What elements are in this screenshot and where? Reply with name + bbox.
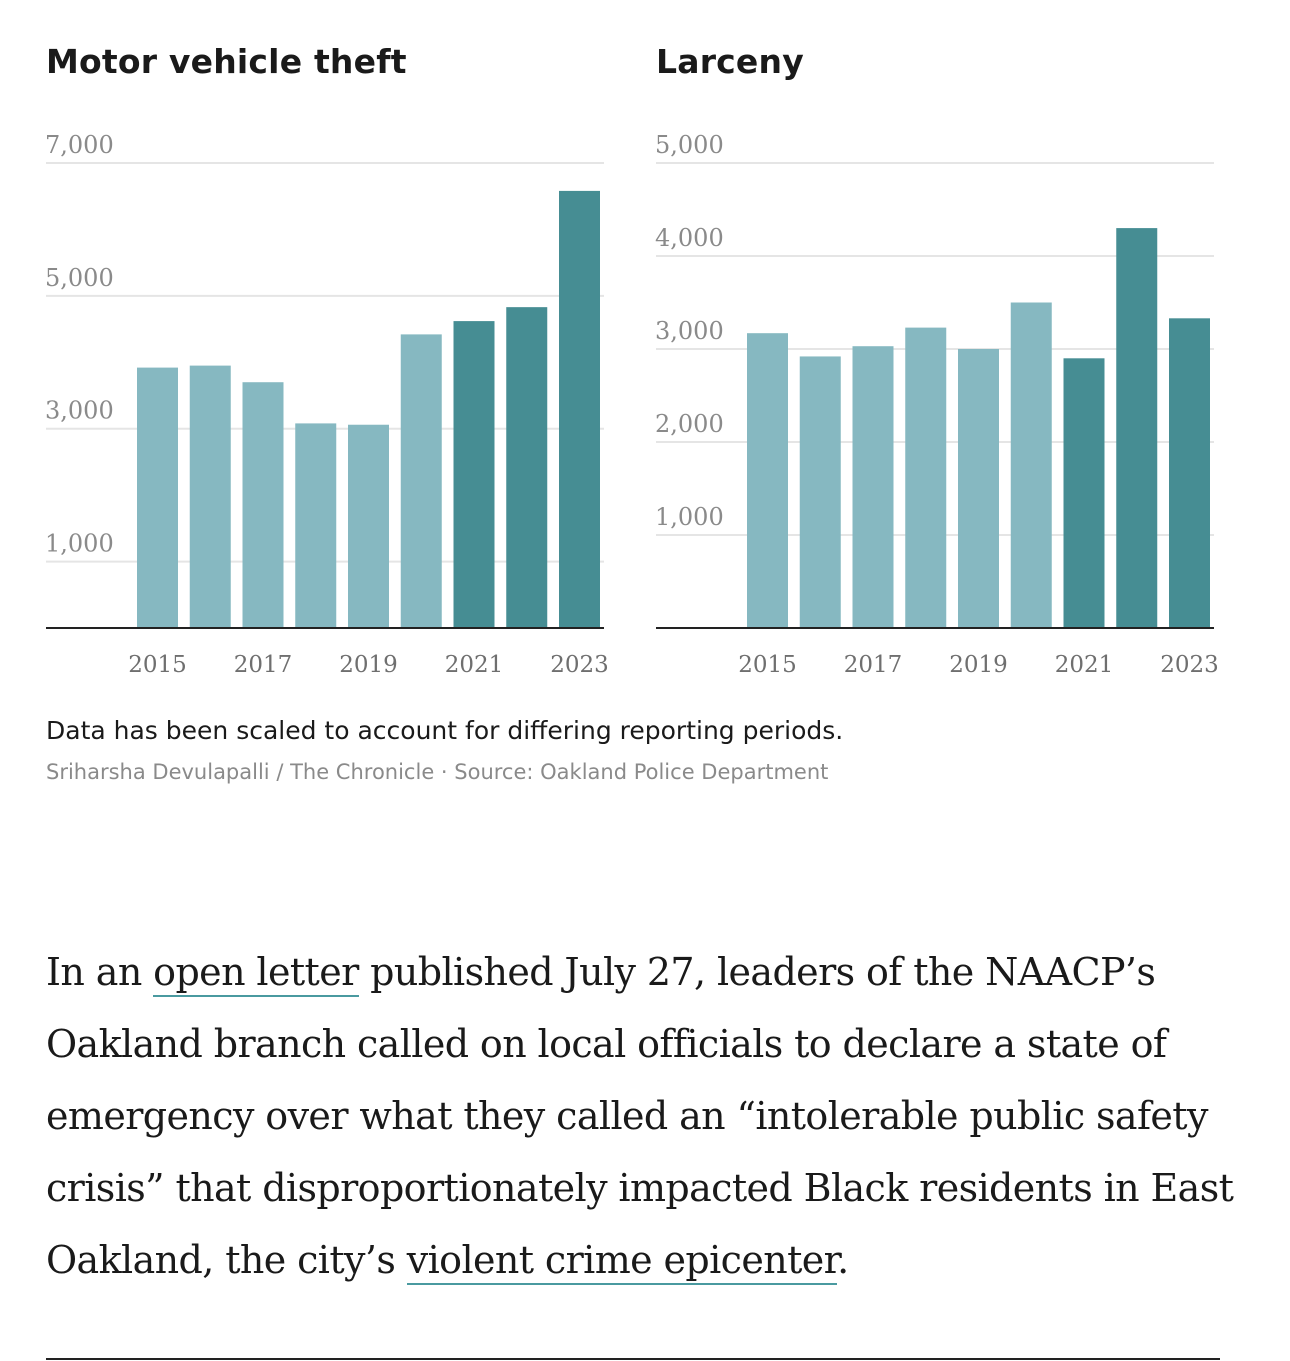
article-text: In an [46, 950, 154, 994]
x-tick-label: 2021 [1055, 652, 1114, 678]
bar-2017 [852, 346, 894, 628]
chart-note: Data has been scaled to account for diff… [46, 716, 844, 745]
x-tick-label: 2015 [738, 652, 797, 678]
motor-vehicle-theft-chart: Motor vehicle theft 1,000 3,000 5,000 7,000… [0, 0, 610, 700]
x-tick-label: 2019 [339, 652, 398, 678]
bar-2020 [1010, 302, 1052, 628]
y-tick-label: 4,000 [655, 224, 724, 252]
bar-2019 [348, 424, 389, 628]
y-tick-label: 1,000 [655, 503, 724, 531]
y-tick-label: 3,000 [45, 397, 114, 425]
x-tick-label: 2017 [844, 652, 903, 678]
x-tick-label: 2023 [550, 652, 609, 678]
violent-crime-epicenter-link[interactable]: violent crime epicenter [406, 1238, 838, 1285]
bar-2021 [453, 321, 495, 628]
y-tick-label: 5,000 [655, 131, 724, 159]
bar-2022 [506, 307, 548, 628]
bar-2015 [137, 367, 178, 628]
bar-2018 [295, 423, 337, 628]
y-tick-label: 3,000 [655, 317, 724, 345]
bar-2023 [559, 190, 600, 628]
y-tick-label: 1,000 [45, 530, 114, 558]
bar-2020 [400, 334, 442, 628]
bar-2019 [958, 349, 999, 628]
bar-2016 [799, 356, 841, 628]
y-tick-label: 2,000 [655, 410, 724, 438]
x-tick-label: 2017 [234, 652, 293, 678]
article-paragraph: In an open letter published July 27, lea… [46, 936, 1256, 1296]
bar-chart-svg: 1,000 3,000 5,000 7,000 2015 2017 2019 2021 2023 [45, 131, 609, 678]
chart-credit: Sriharsha Devulapalli / The Chronicle · … [46, 760, 829, 784]
chart-title: Larceny [656, 42, 804, 81]
x-tick-label: 2015 [128, 652, 187, 678]
bar-2021 [1063, 358, 1105, 628]
article-text: . [837, 1238, 849, 1282]
section-divider [46, 1358, 1220, 1360]
bar-2023 [1169, 318, 1210, 628]
chart-title: Motor vehicle theft [46, 42, 407, 81]
bar-2015 [747, 333, 788, 628]
open-letter-link[interactable]: open letter [153, 950, 359, 997]
x-tick-label: 2019 [949, 652, 1008, 678]
bar-2016 [189, 365, 231, 628]
y-tick-label: 5,000 [45, 264, 114, 292]
bar-2017 [242, 382, 284, 628]
x-tick-label: 2023 [1160, 652, 1219, 678]
y-tick-label: 7,000 [45, 131, 114, 159]
article-text: published July 27, leaders of the NAACP’… [46, 950, 1234, 1282]
x-tick-label: 2021 [445, 652, 504, 678]
bar-2022 [1116, 228, 1158, 628]
bar-2018 [905, 327, 947, 628]
larceny-chart: Larceny 1,000 2,000 3,000 4,000 5,000 2015 201… [610, 0, 1220, 700]
bar-chart-svg: 1,000 2,000 3,000 4,000 5,000 2015 2017 2019 202… [655, 131, 1219, 678]
